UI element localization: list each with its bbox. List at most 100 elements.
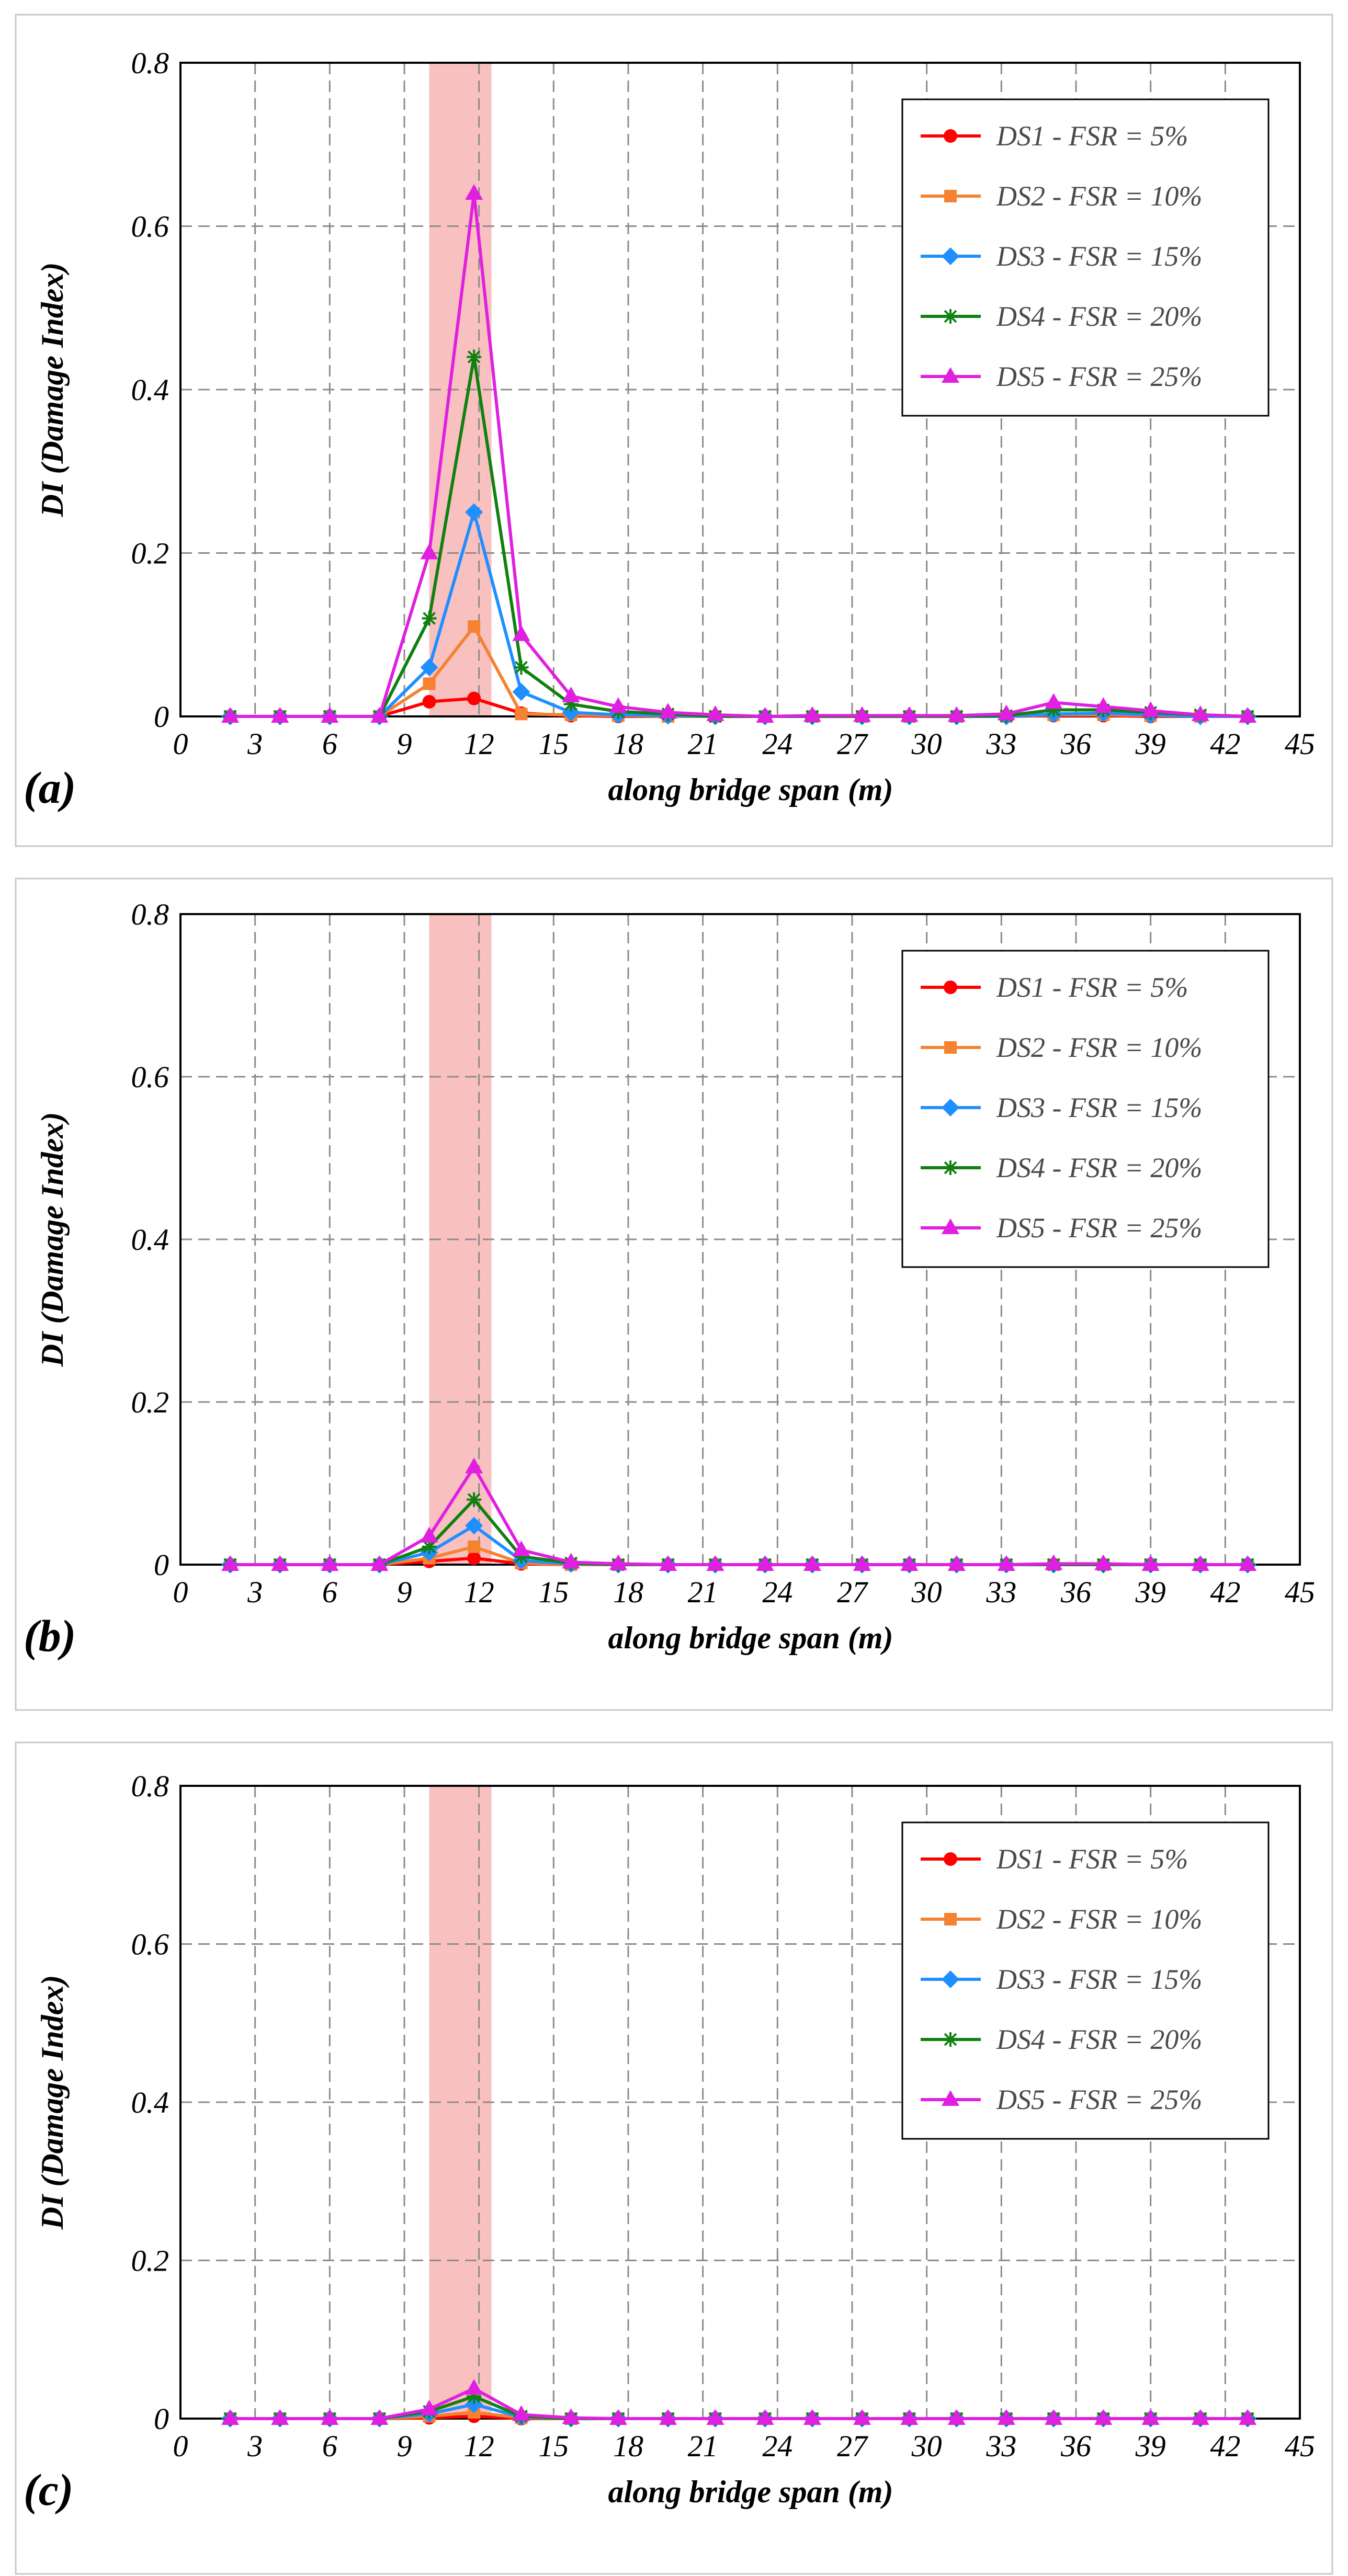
data-point xyxy=(420,2399,438,2415)
data-point xyxy=(803,1555,821,1571)
x-tick-label: 42 xyxy=(1210,1575,1240,1609)
panel-label: (c) xyxy=(24,2465,73,2515)
series-line xyxy=(230,192,1248,718)
data-point xyxy=(853,1555,871,1571)
data-point xyxy=(422,611,437,626)
data-point xyxy=(1094,2409,1113,2425)
x-tick-label: 42 xyxy=(1210,727,1240,761)
x-tick-label: 30 xyxy=(911,727,942,761)
x-tick-label: 45 xyxy=(1285,1575,1315,1609)
data-point xyxy=(221,707,240,723)
x-tick-label: 39 xyxy=(1135,1575,1166,1609)
x-tick-label: 24 xyxy=(762,727,792,761)
data-point xyxy=(563,697,579,712)
legend: DS1 - FSR = 5% DS2 - FSR = 10% DS3 - FSR =… xyxy=(901,1821,1270,2140)
legend-swatch-marker xyxy=(944,1913,957,1925)
x-tick-label: 33 xyxy=(985,727,1016,761)
data-point xyxy=(659,2409,677,2425)
data-point xyxy=(1094,1554,1113,1570)
legend-entry: DS4 - FSR = 20% xyxy=(996,301,1202,332)
x-tick-label: 21 xyxy=(688,2429,718,2463)
legend-swatch-marker xyxy=(944,981,957,994)
panel-label: (b) xyxy=(24,1611,76,1661)
data-point xyxy=(321,1555,339,1571)
x-axis-label: along bridge span (m) xyxy=(608,1621,893,1655)
legend-swatch-marker xyxy=(944,1852,957,1866)
data-point xyxy=(420,543,438,560)
x-tick-label: 18 xyxy=(613,727,643,761)
data-point xyxy=(370,1555,389,1571)
data-point xyxy=(467,2389,482,2404)
y-tick-label: 0.2 xyxy=(131,1385,169,1419)
data-point xyxy=(947,1555,966,1571)
data-point xyxy=(756,2409,774,2425)
data-point xyxy=(514,660,529,675)
data-point xyxy=(1046,702,1061,717)
data-point xyxy=(1191,705,1209,721)
x-tick-label: 0 xyxy=(173,727,188,761)
legend-swatch-marker xyxy=(942,2090,959,2106)
x-tick-label: 15 xyxy=(538,1575,569,1609)
x-tick-label: 42 xyxy=(1210,2429,1240,2463)
legend-entry: DS2 - FSR = 10% xyxy=(996,1032,1202,1063)
data-point xyxy=(609,1554,627,1570)
chart-panel-1: 0 3 6 9 12 15 18 21 24 27 30 33 36 39 42 4500.20.40.60.… xyxy=(15,14,1333,847)
data-point xyxy=(562,1553,580,1569)
x-tick-label: 39 xyxy=(1135,2429,1166,2463)
data-point xyxy=(465,2379,483,2395)
x-tick-label: 27 xyxy=(837,2429,868,2463)
chart-panel-2: 0 3 6 9 12 15 18 21 24 27 30 33 36 39 42 4500.20.40.60.… xyxy=(15,877,1333,1711)
data-point xyxy=(422,694,436,709)
legend-swatch-marker xyxy=(943,2032,958,2047)
legend-swatch-marker xyxy=(942,247,959,265)
data-point xyxy=(422,1539,437,1554)
data-point xyxy=(465,184,483,200)
legend-swatch-marker xyxy=(942,367,959,383)
data-point xyxy=(1141,2409,1160,2425)
data-point xyxy=(1094,697,1113,713)
x-tick-label: 15 xyxy=(538,727,569,761)
x-tick-label: 0 xyxy=(173,1575,188,1609)
y-tick-label: 0.2 xyxy=(131,537,169,571)
data-point xyxy=(467,349,482,364)
data-point xyxy=(900,1555,919,1571)
x-tick-label: 18 xyxy=(613,2429,643,2463)
data-point xyxy=(756,707,774,723)
x-tick-label: 24 xyxy=(762,2429,792,2463)
data-point xyxy=(706,705,724,721)
y-tick-label: 0.8 xyxy=(131,1769,169,1803)
x-tick-label: 21 xyxy=(688,1575,718,1609)
x-tick-label: 6 xyxy=(322,1575,337,1609)
data-point xyxy=(853,706,871,722)
y-tick-label: 0.8 xyxy=(131,46,169,80)
x-axis-label: along bridge span (m) xyxy=(608,772,893,807)
y-tick-label: 0 xyxy=(154,700,169,734)
data-point xyxy=(271,1555,289,1571)
x-tick-label: 9 xyxy=(397,2429,412,2463)
data-point xyxy=(1141,701,1160,717)
x-tick-label: 3 xyxy=(247,1575,263,1609)
data-point xyxy=(221,1555,240,1571)
data-point xyxy=(853,2409,871,2425)
data-point xyxy=(1191,1555,1209,1571)
legend: DS1 - FSR = 5% DS2 - FSR = 10% DS3 - FSR =… xyxy=(901,950,1270,1268)
x-tick-label: 30 xyxy=(911,2429,942,2463)
legend-swatch-marker xyxy=(944,129,957,143)
legend: DS1 - FSR = 5% DS2 - FSR = 10% DS3 - FSR =… xyxy=(901,98,1270,417)
x-tick-label: 24 xyxy=(762,1575,792,1609)
y-tick-label: 0.4 xyxy=(131,373,169,407)
series-ds5 xyxy=(221,2379,1257,2425)
data-point xyxy=(370,2409,389,2425)
y-tick-label: 0.6 xyxy=(131,1060,169,1094)
x-tick-label: 12 xyxy=(464,727,494,761)
data-point xyxy=(900,2409,919,2425)
x-tick-label: 33 xyxy=(985,2429,1016,2463)
data-point xyxy=(803,706,821,722)
panel-label: (a) xyxy=(24,762,76,813)
legend-swatch-marker xyxy=(943,309,958,324)
data-point xyxy=(659,1555,677,1571)
legend-entry: DS2 - FSR = 10% xyxy=(996,180,1202,212)
x-tick-label: 33 xyxy=(985,1575,1016,1609)
legend-swatch-marker xyxy=(942,1218,959,1234)
legend-entry: DS3 - FSR = 15% xyxy=(996,241,1202,272)
